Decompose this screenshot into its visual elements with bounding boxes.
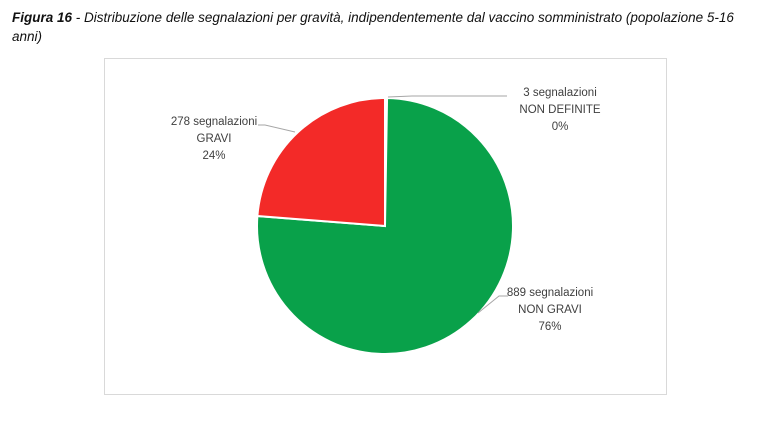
leader-line-non-gravi bbox=[477, 295, 508, 314]
data-label-gravi: 278 segnalazioni GRAVI 24% bbox=[171, 116, 257, 162]
figure-caption-text: - Distribuzione delle segnalazioni per g… bbox=[12, 10, 734, 44]
chart-frame: 3 segnalazioni NON DEFINITE 0% 889 segnalaz… bbox=[104, 58, 667, 395]
pie-chart: 3 segnalazioni NON DEFINITE 0% 889 segnalaz… bbox=[171, 87, 601, 355]
pie-slice-non-gravi bbox=[256, 96, 514, 355]
pie-slice-gravi bbox=[256, 96, 386, 228]
figure-label: Figura 16 bbox=[12, 10, 73, 25]
data-label-non-definite: 3 segnalazioni NON DEFINITE 0% bbox=[519, 87, 600, 133]
figure-caption: Figura 16 - Distribuzione delle segnalaz… bbox=[12, 8, 757, 46]
data-label-non-gravi: 889 segnalazioni NON GRAVI 76% bbox=[507, 287, 593, 333]
leader-line-non-definite bbox=[387, 95, 507, 98]
leader-line-gravi bbox=[258, 124, 296, 133]
